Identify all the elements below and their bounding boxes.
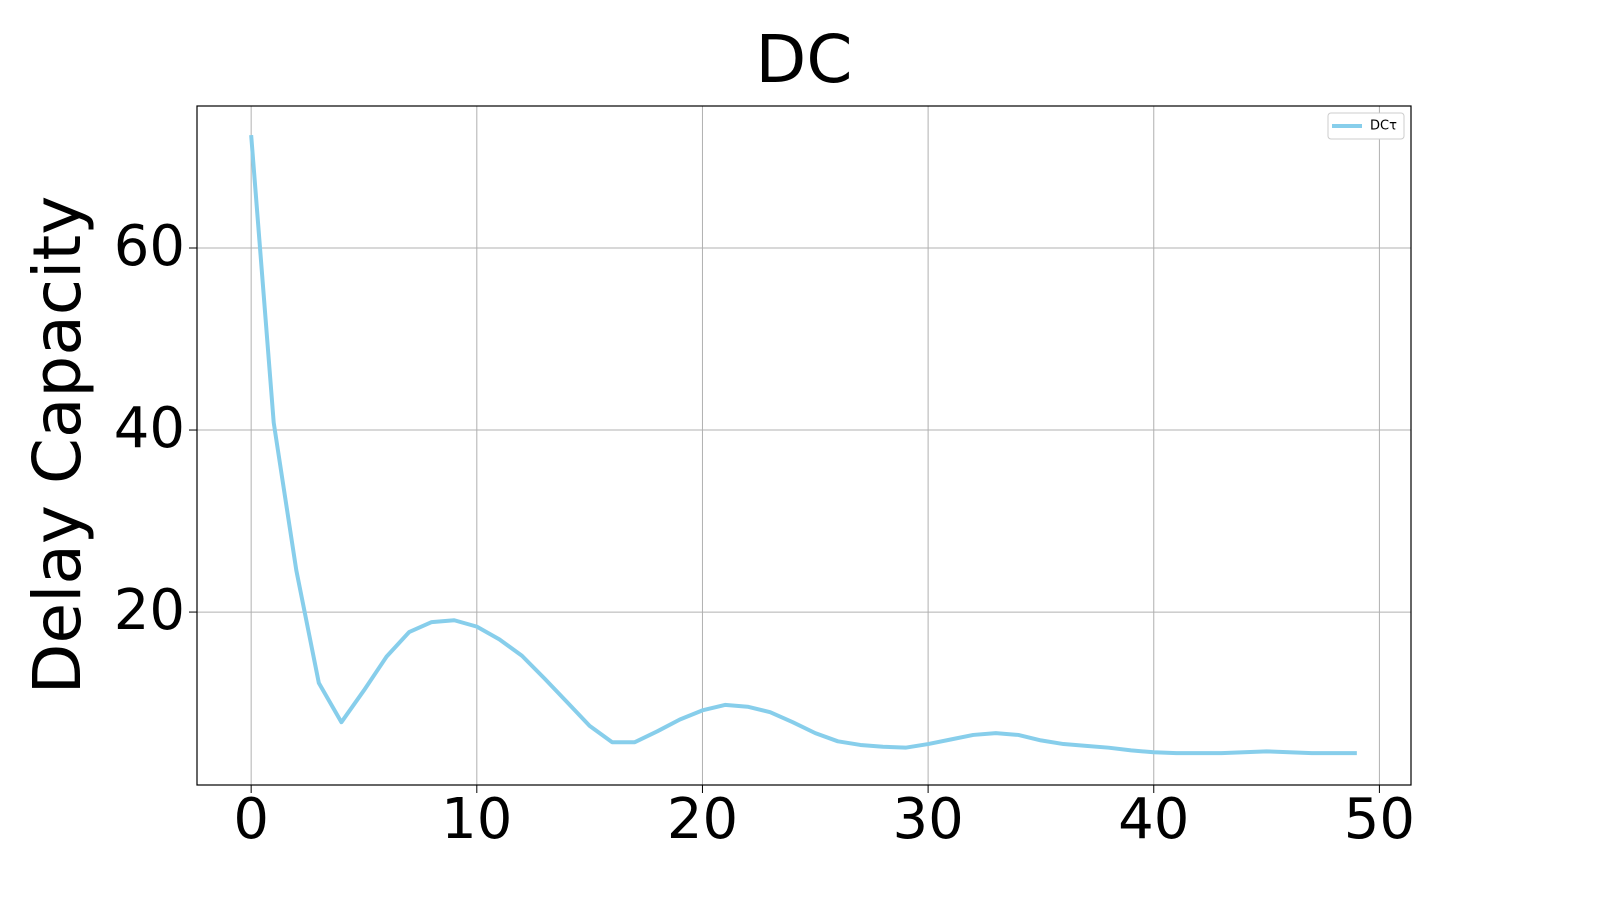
legend-box (1327, 112, 1405, 140)
x-tick-label: 50 (1344, 787, 1415, 852)
x-tick-label: 10 (441, 787, 512, 852)
chart-title: DC (756, 21, 853, 98)
data-line (249, 134, 1357, 756)
plot-frame (196, 105, 1412, 786)
y-tick-label: 60 (114, 214, 185, 279)
x-axis-label: τ (783, 875, 828, 900)
legend-label: DCτ (1370, 119, 1397, 134)
x-tick-label: 0 (233, 787, 269, 852)
y-tick-label: 20 (114, 578, 185, 643)
x-tick-label: 20 (667, 787, 738, 852)
y-tick-label: 40 (114, 396, 185, 461)
y-axis-label: Delay Capacity (19, 196, 96, 695)
x-tick-label: 40 (1118, 787, 1189, 852)
x-tick-label: 30 (892, 787, 963, 852)
